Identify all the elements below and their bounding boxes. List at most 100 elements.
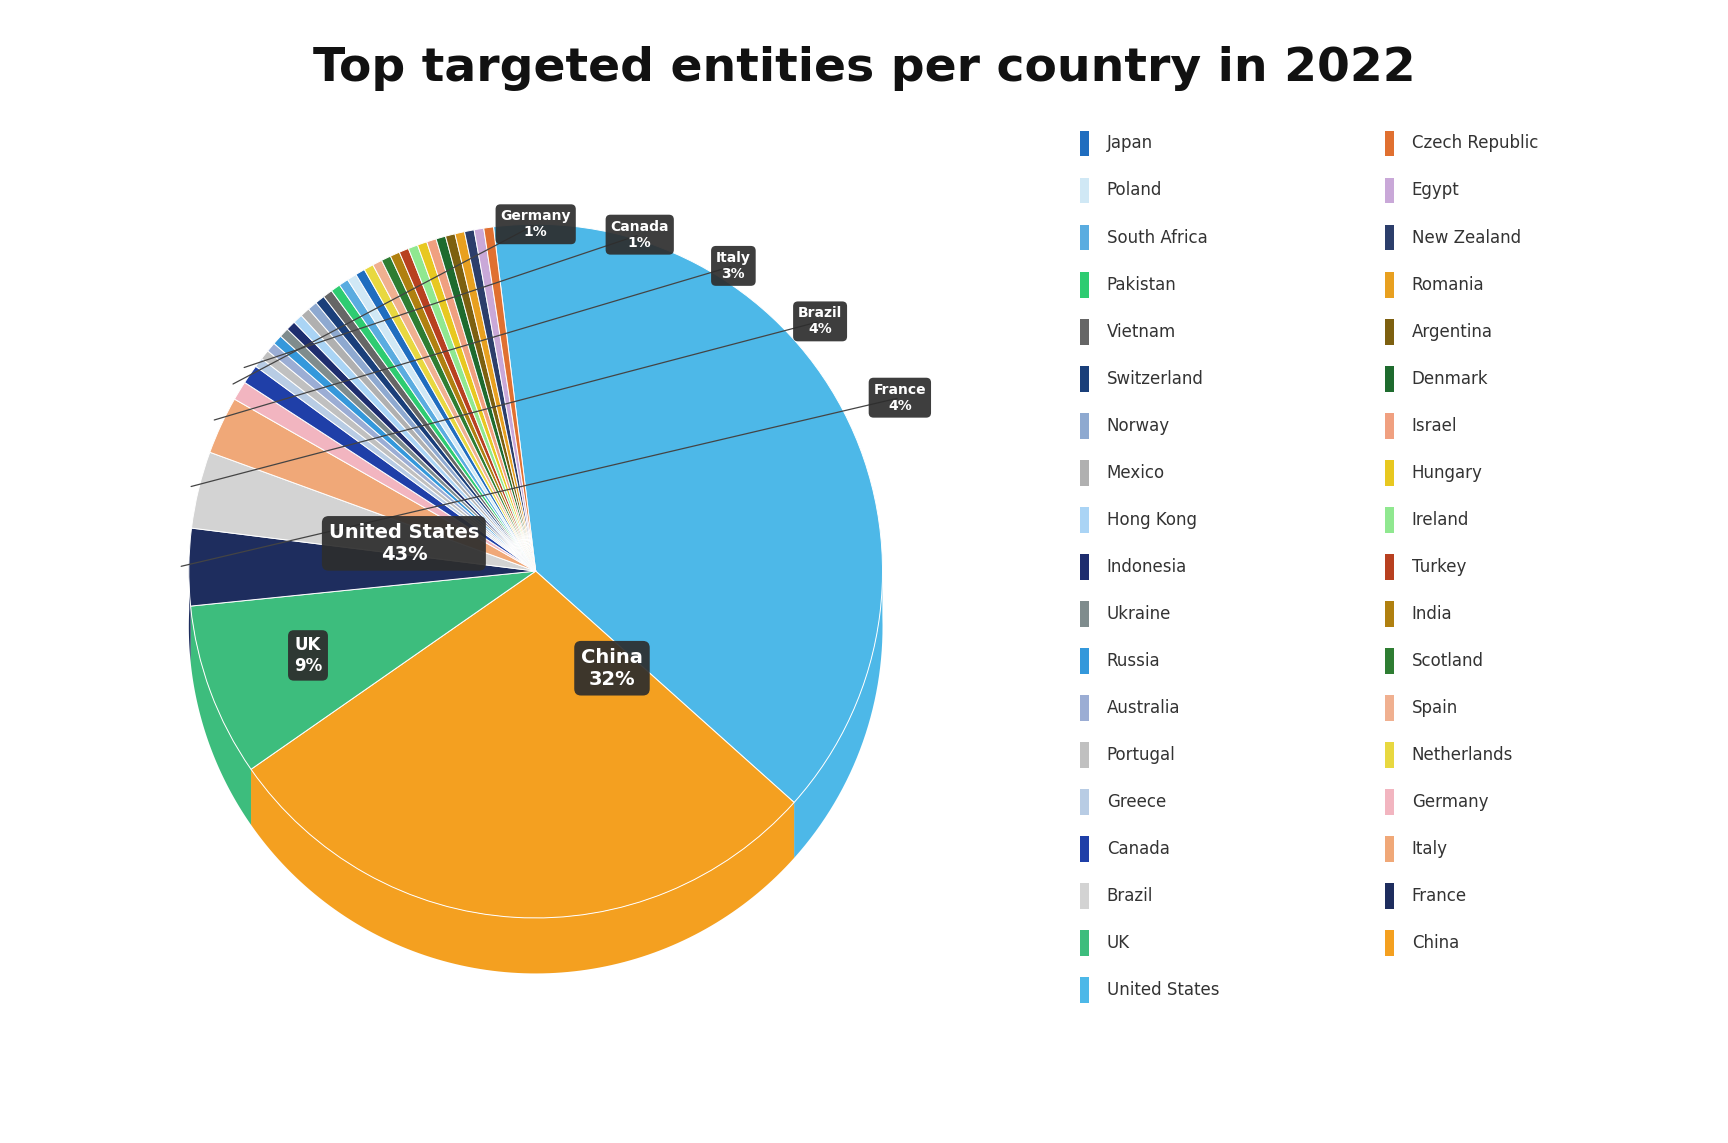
Bar — [1386, 648, 1394, 674]
Text: New Zealand: New Zealand — [1412, 229, 1521, 247]
Bar — [1386, 837, 1394, 862]
Text: United States: United States — [1106, 981, 1220, 999]
Polygon shape — [190, 606, 251, 825]
Text: Romania: Romania — [1412, 275, 1484, 294]
Polygon shape — [795, 561, 883, 858]
Wedge shape — [316, 296, 536, 572]
Text: France: France — [1412, 887, 1467, 905]
Text: Ukraine: Ukraine — [1106, 605, 1172, 623]
Bar — [1386, 459, 1394, 486]
Text: Argentina: Argentina — [1412, 322, 1493, 341]
Bar — [1386, 789, 1394, 815]
Text: Spain: Spain — [1412, 700, 1458, 717]
Text: Japan: Japan — [1106, 135, 1153, 152]
Bar — [1386, 554, 1394, 580]
Text: Vietnam: Vietnam — [1106, 322, 1177, 341]
Bar — [1080, 837, 1089, 862]
Bar — [1080, 272, 1089, 297]
Text: South Africa: South Africa — [1106, 229, 1208, 247]
Text: Germany: Germany — [1412, 793, 1488, 812]
Bar — [1080, 930, 1089, 957]
Text: Scotland: Scotland — [1412, 652, 1484, 670]
Wedge shape — [235, 383, 536, 572]
Wedge shape — [188, 528, 536, 606]
Text: Australia: Australia — [1106, 700, 1180, 717]
Bar — [1080, 319, 1089, 344]
Text: Ireland: Ireland — [1412, 511, 1469, 529]
Text: Top targeted entities per country in 2022: Top targeted entities per country in 202… — [313, 46, 1415, 90]
Text: Turkey: Turkey — [1412, 558, 1467, 576]
Text: Italy: Italy — [1412, 840, 1448, 858]
Text: Denmark: Denmark — [1412, 369, 1488, 387]
Bar — [1386, 319, 1394, 344]
Polygon shape — [188, 554, 190, 662]
Bar — [1386, 884, 1394, 909]
Text: Germany
1%: Germany 1% — [501, 209, 570, 239]
Text: Switzerland: Switzerland — [1106, 369, 1204, 387]
Text: Canada
1%: Canada 1% — [610, 219, 669, 250]
Bar — [1080, 224, 1089, 250]
Wedge shape — [294, 315, 536, 572]
Polygon shape — [251, 769, 795, 974]
Bar — [1386, 224, 1394, 250]
Text: India: India — [1412, 605, 1453, 623]
Wedge shape — [190, 572, 536, 769]
Wedge shape — [418, 242, 536, 572]
Wedge shape — [399, 248, 536, 572]
Wedge shape — [427, 239, 536, 572]
Text: Norway: Norway — [1106, 417, 1170, 434]
Bar — [1386, 930, 1394, 957]
Text: Italy
3%: Italy 3% — [715, 250, 752, 281]
Text: Pakistan: Pakistan — [1106, 275, 1177, 294]
Bar — [1386, 742, 1394, 768]
Wedge shape — [435, 237, 536, 572]
Wedge shape — [323, 290, 536, 572]
Wedge shape — [373, 261, 536, 572]
Wedge shape — [446, 234, 536, 572]
Wedge shape — [473, 229, 536, 572]
Text: Mexico: Mexico — [1106, 464, 1165, 481]
Bar — [1080, 130, 1089, 157]
Wedge shape — [261, 351, 536, 572]
Wedge shape — [209, 399, 536, 572]
Bar — [1386, 413, 1394, 439]
Bar — [1386, 506, 1394, 533]
Text: Hong Kong: Hong Kong — [1106, 511, 1198, 529]
Wedge shape — [339, 280, 536, 572]
Text: Netherlands: Netherlands — [1412, 746, 1514, 764]
Bar — [1080, 554, 1089, 580]
Bar — [1080, 459, 1089, 486]
Bar — [1386, 695, 1394, 721]
Wedge shape — [356, 270, 536, 572]
Wedge shape — [484, 226, 536, 572]
Wedge shape — [280, 329, 536, 572]
Wedge shape — [347, 274, 536, 572]
Bar — [1080, 742, 1089, 768]
Bar — [1080, 366, 1089, 392]
Bar — [1080, 648, 1089, 674]
Wedge shape — [494, 224, 883, 802]
Wedge shape — [309, 303, 536, 572]
Wedge shape — [332, 285, 536, 572]
Bar — [1386, 272, 1394, 297]
Bar — [1080, 601, 1089, 626]
Wedge shape — [251, 572, 795, 918]
Text: Indonesia: Indonesia — [1106, 558, 1187, 576]
Wedge shape — [365, 265, 536, 572]
Wedge shape — [287, 322, 536, 572]
Text: United States
43%: United States 43% — [328, 522, 479, 563]
Text: Greece: Greece — [1106, 793, 1166, 812]
Bar — [1386, 601, 1394, 626]
Wedge shape — [301, 309, 536, 572]
Text: China
32%: China 32% — [581, 648, 643, 689]
Wedge shape — [391, 253, 536, 572]
Wedge shape — [275, 336, 536, 572]
Bar — [1080, 695, 1089, 721]
Text: Israel: Israel — [1412, 417, 1457, 434]
Text: France
4%: France 4% — [874, 383, 926, 413]
Wedge shape — [245, 367, 536, 572]
Bar — [1080, 413, 1089, 439]
Wedge shape — [256, 359, 536, 572]
Bar — [1080, 789, 1089, 815]
Text: UK
9%: UK 9% — [294, 636, 321, 674]
